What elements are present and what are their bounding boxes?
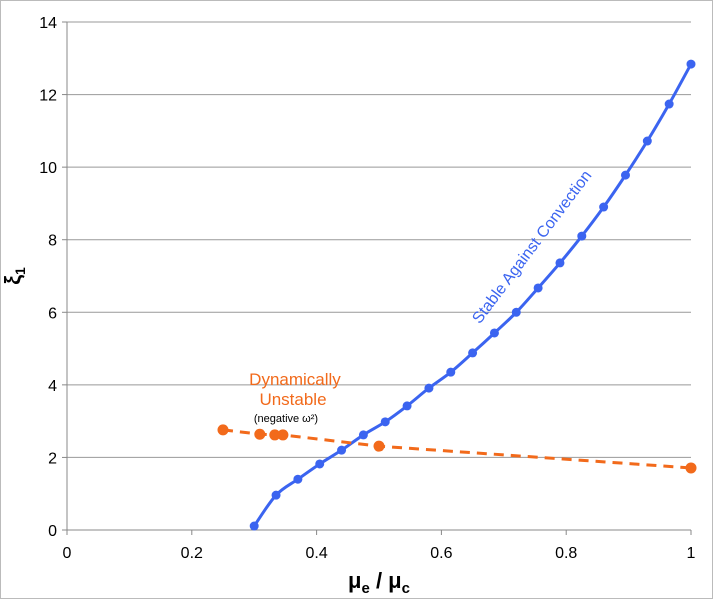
data-point — [555, 258, 565, 268]
data-point — [685, 462, 697, 474]
data-point — [269, 429, 281, 441]
data-point — [373, 440, 385, 452]
x-tick-label: 1 — [687, 545, 696, 562]
data-point — [358, 430, 368, 440]
data-point — [577, 231, 587, 241]
annotation-stable: Stable Against Convection — [469, 168, 595, 327]
data-point — [620, 170, 630, 180]
x-tick-label: 0.8 — [555, 545, 577, 562]
y-tick-label: 10 — [39, 160, 57, 177]
data-point — [599, 202, 609, 212]
data-point — [686, 59, 696, 69]
data-point — [293, 474, 303, 484]
data-point — [380, 417, 390, 427]
annotation-unstable-note: (negative ω²) — [254, 413, 318, 425]
annotation-unstable-line1: Dynamically — [249, 370, 341, 389]
data-point — [249, 521, 259, 531]
data-point — [254, 428, 266, 440]
y-tick-label: 4 — [48, 378, 57, 395]
data-point — [277, 429, 289, 441]
data-point — [489, 328, 499, 338]
x-tick-label: 0 — [63, 545, 72, 562]
y-tick-label: 12 — [39, 88, 57, 105]
data-point — [642, 136, 652, 146]
y-tick-label: 14 — [39, 15, 57, 32]
data-point — [446, 367, 456, 377]
x-tick-label: 0.2 — [181, 545, 203, 562]
data-point — [217, 424, 229, 436]
x-tick-label: 0.6 — [430, 545, 452, 562]
y-axis-label: ξ1 — [0, 267, 28, 285]
data-point — [315, 459, 325, 469]
data-point — [468, 348, 478, 358]
series-line-1 — [252, 63, 693, 527]
data-point — [511, 307, 521, 317]
x-axis-label: μe / μc — [348, 568, 410, 597]
y-tick-label: 0 — [48, 523, 57, 540]
series-line-2 — [222, 428, 692, 470]
data-point — [664, 99, 674, 109]
y-tick-label: 8 — [48, 233, 57, 250]
x-tick-label: 0.4 — [305, 545, 327, 562]
data-point — [271, 490, 281, 500]
data-point — [424, 383, 434, 393]
y-tick-label: 2 — [48, 450, 57, 467]
data-point — [337, 445, 347, 455]
annotation-unstable-line2: Unstable — [259, 390, 326, 409]
y-tick-label: 6 — [48, 305, 57, 322]
data-point — [533, 283, 543, 293]
data-point — [402, 401, 412, 411]
